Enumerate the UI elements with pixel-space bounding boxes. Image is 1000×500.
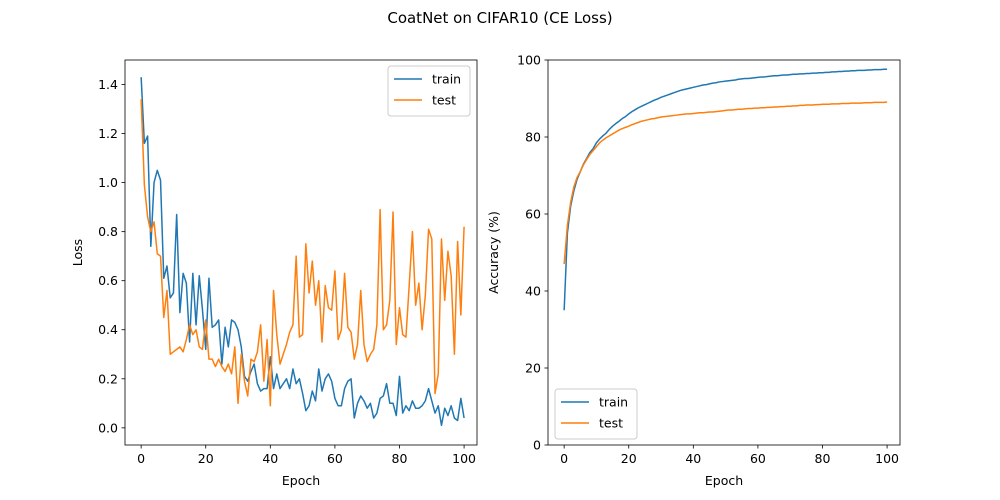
x-axis-label: Epoch	[705, 473, 743, 488]
figure-title: CoatNet on CIFAR10 (CE Loss)	[387, 9, 612, 27]
legend-label-test: test	[432, 93, 456, 108]
x-tick-label: 100	[875, 451, 899, 466]
x-tick-label: 80	[392, 451, 408, 466]
x-tick-label: 20	[198, 451, 214, 466]
legend-label-train: train	[599, 395, 628, 410]
y-tick-label: 1.0	[98, 175, 118, 190]
x-tick-label: 20	[621, 451, 637, 466]
x-tick-label: 60	[750, 451, 766, 466]
y-tick-label: 0.4	[98, 322, 118, 337]
x-tick-label: 0	[560, 451, 568, 466]
x-tick-label: 100	[452, 451, 476, 466]
legend: train test	[554, 388, 638, 440]
axes-frame	[547, 59, 901, 446]
y-tick-label: 0	[533, 438, 541, 453]
y-tick-label: 0.0	[98, 420, 118, 435]
y-tick-label: 80	[525, 130, 541, 145]
y-tick-label: 0.8	[98, 224, 118, 239]
y-tick-label: 1.4	[98, 77, 118, 92]
y-tick-label: 20	[525, 361, 541, 376]
y-tick-label: 0.6	[98, 273, 118, 288]
y-tick-label: 100	[517, 53, 541, 68]
series-line-train	[140, 77, 465, 427]
x-tick-label: 60	[327, 451, 343, 466]
x-tick-label: 40	[262, 451, 278, 466]
series-line-test	[140, 99, 465, 407]
axes-frame	[124, 59, 478, 446]
legend-label-train: train	[432, 72, 461, 87]
x-tick-label: 40	[685, 451, 701, 466]
x-tick-label: 80	[815, 451, 831, 466]
y-tick-label: 0.2	[98, 371, 118, 386]
accuracy-chart: 0 20 40 60 80 100 0 20 40 60 80 100 Epoch Accuracy (%…	[486, 53, 901, 488]
legend: train test	[387, 65, 471, 117]
y-tick-label: 60	[525, 207, 541, 222]
legend-label-test: test	[599, 416, 623, 431]
series-line-train	[563, 68, 888, 311]
y-axis-label: Accuracy (%)	[486, 211, 501, 294]
x-axis-label: Epoch	[282, 473, 320, 488]
y-axis-label: Loss	[70, 239, 85, 266]
y-tick-label: 1.2	[98, 126, 118, 141]
y-tick-label: 40	[525, 284, 541, 299]
series-line-test	[563, 101, 888, 265]
x-tick-label: 0	[137, 451, 145, 466]
loss-chart: 0 20 40 60 80 100 0.0 0.2 0.4 0.6 0.8 1.0 1.2 1.4 Epoc…	[70, 59, 478, 488]
